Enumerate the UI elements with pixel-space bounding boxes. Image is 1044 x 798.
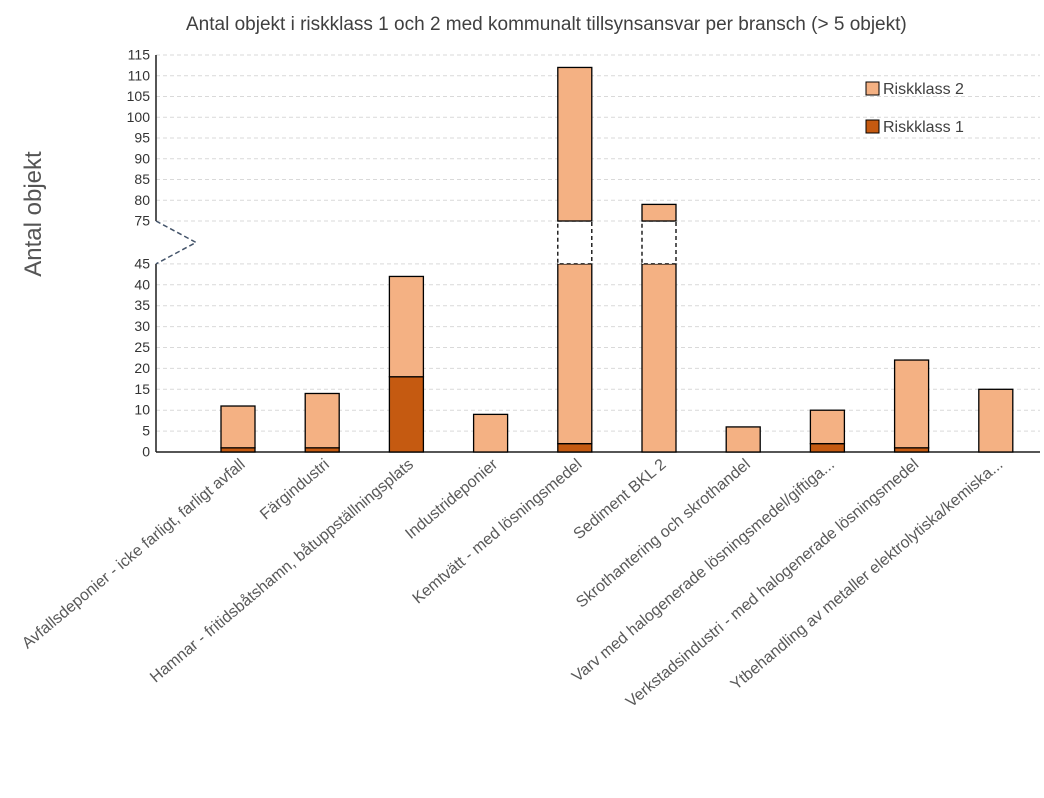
y-tick-label: 25: [134, 339, 150, 355]
legend-swatch: [865, 81, 880, 96]
x-tick-label: Färgindustri: [257, 456, 333, 523]
bar-riskklass-1: [809, 442, 846, 453]
y-tick-label: 10: [134, 402, 150, 418]
bar-riskklass-2: [557, 263, 593, 445]
x-tick-label: Skrothantering och skrothandel: [573, 456, 754, 611]
chart-title: Antal objekt i riskklass 1 och 2 med kom…: [186, 14, 907, 35]
x-axis-labels: Avfallsdeponier - icke farligt, farligt …: [19, 455, 1006, 711]
bar-riskklass-2: [641, 203, 677, 222]
y-tick-label: 40: [134, 276, 150, 292]
y-tick-label: 35: [134, 297, 150, 313]
bar-axis-break: [557, 220, 593, 265]
bar-riskklass-1: [388, 376, 425, 453]
bar-riskklass-2: [304, 392, 340, 449]
y-tick-label: 15: [134, 381, 150, 397]
y-tick-label: 5: [142, 423, 150, 439]
gridlines: [156, 54, 1040, 432]
legend-label: Riskklass 2: [883, 81, 964, 98]
x-tick-label: Kemtvätt - med lösningsmedel: [410, 456, 586, 607]
bar-riskklass-2: [978, 388, 1014, 453]
bar-riskklass-2: [220, 405, 256, 449]
y-tick-label: 95: [134, 130, 150, 146]
y-tick-label: 80: [134, 192, 150, 208]
legend-label: Riskklass 1: [883, 119, 964, 136]
bar-riskklass-2: [725, 426, 761, 453]
y-tick-label: 100: [127, 109, 151, 125]
y-tick-label: 105: [127, 88, 151, 104]
bar-axis-break: [641, 220, 677, 265]
x-tick-label: Verkstadsindustri - med halogenerade lös…: [623, 456, 922, 711]
bars: [220, 66, 1014, 453]
y-tick-label: 110: [128, 67, 151, 83]
y-tick-label: 85: [134, 171, 150, 187]
y-tick-label: 20: [134, 360, 150, 376]
y-axis: 0 5 10 15 20 25 30 35 40 45 75 80 85 90 95 100 105 110 115: [127, 47, 1040, 460]
y-tick-label: 45: [134, 255, 150, 271]
bar-riskklass-1: [557, 442, 593, 453]
bar-riskklass-2: [809, 409, 846, 445]
bar-riskklass-2: [557, 66, 593, 222]
y-tick-label: 115: [128, 47, 151, 63]
bar-riskklass-2: [641, 263, 677, 453]
axis-break-mark: [155, 220, 198, 265]
bar-riskklass-2: [388, 275, 425, 378]
y-tick-label: 30: [134, 318, 150, 334]
y-tick-label: 75: [134, 213, 150, 229]
y-tick-label: 90: [134, 150, 150, 166]
bar-riskklass-2: [893, 359, 930, 449]
y-tick-label: 0: [142, 444, 150, 460]
bar-riskklass-2: [472, 413, 509, 453]
legend-swatch: [865, 119, 880, 134]
legend: Riskklass 2 Riskklass 1: [865, 81, 964, 136]
